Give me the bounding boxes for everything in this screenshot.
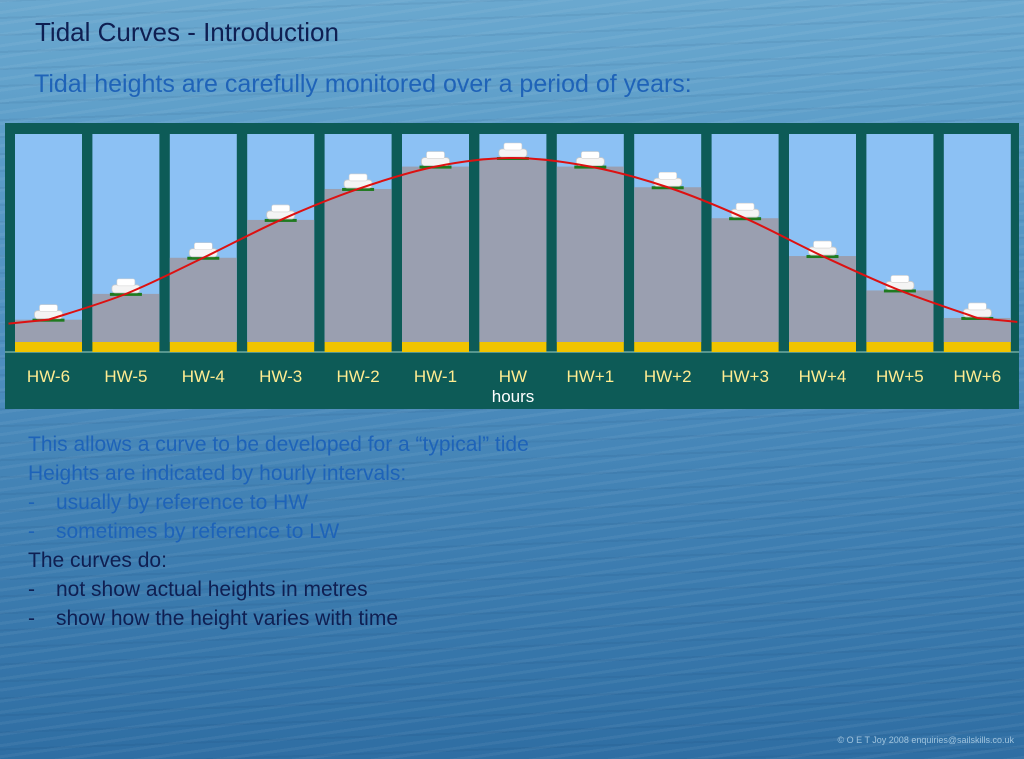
note-line: The curves do: [28, 546, 728, 575]
note-line: This allows a curve to be developed for … [28, 430, 728, 459]
tide-chart [5, 134, 1019, 353]
page-title: Tidal Curves - Introduction [35, 17, 339, 47]
tide-bar [711, 218, 779, 342]
x-tick-label: HW-3 [259, 367, 303, 386]
seabed-strip [943, 342, 1011, 352]
note-text: usually by reference to HW [56, 491, 309, 514]
page-subtitle: Tidal heights are carefully monitored ov… [34, 70, 692, 98]
note-text: The curves do: [28, 549, 167, 572]
copyright-notice: © O E T Joy 2008 enquiries@sailskills.co… [837, 735, 1014, 745]
tidal-curve [8, 156, 1018, 325]
note-text: This allows a curve to be developed for … [28, 433, 529, 456]
x-tick-label: HW-5 [104, 367, 148, 386]
x-tick-label: HW+2 [643, 367, 692, 386]
note-text: Heights are indicated by hourly interval… [28, 462, 407, 485]
bullet-dash: - [28, 578, 35, 601]
x-tick-label: HW-2 [336, 367, 380, 386]
seabed-strip [92, 342, 160, 352]
tide-bar [402, 166, 469, 342]
boat-cabin [503, 142, 523, 151]
note-text: show how the height varies with time [56, 607, 398, 630]
seabed-strip [247, 342, 315, 352]
boat-cabin [813, 240, 832, 249]
boat-cabin [116, 278, 136, 287]
seabed-strip [15, 342, 82, 352]
note-text: not show actual heights in metres [56, 578, 368, 601]
seabed-strip [169, 342, 237, 352]
boat-cabin [426, 151, 445, 159]
bullet-dash: - [28, 607, 35, 630]
tide-bar [634, 187, 702, 342]
x-tick-label: HW+4 [798, 367, 847, 386]
seabed-strip [711, 342, 779, 352]
tide-bar [943, 317, 1011, 342]
seabed-strip [479, 342, 547, 352]
boat-cabin [735, 202, 755, 211]
boat-cabin [890, 275, 910, 283]
x-tick-label: HW-1 [413, 367, 458, 386]
x-tick-label: HW [498, 367, 528, 386]
tide-bar [866, 290, 934, 342]
seabed-strip [789, 342, 856, 352]
seabed-strip [324, 342, 392, 352]
boat-cabin [580, 151, 600, 159]
x-tick-label: HW+5 [876, 367, 924, 386]
note-line: - usually by reference to HW [28, 488, 728, 517]
seabed-strip [402, 342, 469, 352]
x-tick-label: HW-4 [181, 367, 225, 386]
tide-chart-panel: HW-6 HW-5 HW-4 HW-3 HW-2 HW-1 HW HW+1 HW+2 HW+3 HW… [5, 123, 1019, 409]
note-text: sometimes by reference to LW [56, 520, 340, 543]
boat-cabin [348, 173, 368, 182]
tide-bar [247, 219, 315, 342]
note-line: Heights are indicated by hourly interval… [28, 459, 728, 488]
boat-cabin [39, 304, 58, 312]
tide-bar [479, 158, 547, 342]
seabed-strip [866, 342, 934, 352]
note-line: - sometimes by reference to LW [28, 517, 728, 546]
hour-labels-row: HW-6 HW-5 HW-4 HW-3 HW-2 HW-1 HW HW+1 HW+2 HW+3 HW… [5, 367, 1019, 391]
tide-bar [15, 319, 82, 342]
tide-bar [92, 293, 160, 342]
boat-cabin [967, 302, 987, 311]
note-line: - show how the height varies with time [28, 604, 728, 633]
bullet-dash: - [28, 520, 35, 543]
boat-cabin [194, 242, 213, 251]
x-tick-label: HW+1 [566, 367, 615, 386]
x-tick-label: HW-6 [26, 367, 71, 386]
x-tick-label: HW+6 [953, 367, 1002, 386]
boat-cabin [658, 171, 678, 180]
tide-bar [789, 256, 856, 342]
boat-cabin [271, 204, 291, 213]
x-tick-label: HW+3 [721, 367, 769, 386]
tide-bar [169, 257, 237, 342]
tide-bar [324, 188, 392, 342]
seabed-strip [634, 342, 702, 352]
bullet-dash: - [28, 491, 35, 514]
notes-list: This allows a curve to be developed for … [28, 430, 728, 633]
seabed-strip [556, 342, 624, 352]
note-line: - not show actual heights in metres [28, 575, 728, 604]
tide-bar [556, 166, 624, 342]
x-axis-label: hours [491, 387, 535, 406]
